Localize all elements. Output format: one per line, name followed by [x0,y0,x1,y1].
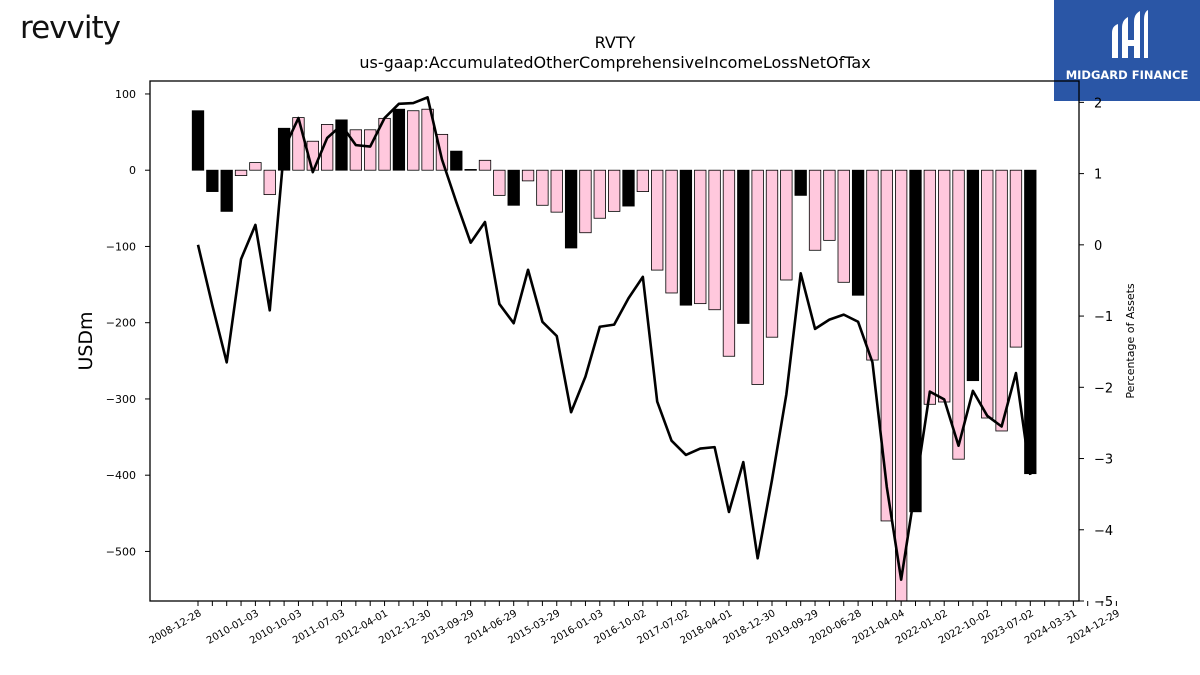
y-tick-label: 0 [129,164,136,177]
bar-annual [206,169,219,192]
bar-quarterly [364,129,377,171]
bar-quarterly [349,129,363,171]
y2-tick-label: 0 [1094,239,1102,254]
bar-annual [679,169,693,306]
bar-annual [564,169,578,249]
bar-quarterly [249,162,262,171]
bar-quarterly [808,169,822,251]
bar-quarterly [579,169,592,234]
percentage-of-assets-line [196,96,1032,581]
y2-tick-label: −1 [1094,310,1113,325]
bar-quarterly [263,169,276,196]
brand-name: MIDGARD FINANCE [1065,68,1189,82]
bar-annual [191,110,205,171]
bar-quarterly [651,169,664,271]
bar-quarterly [923,169,936,405]
bar-annual [507,169,520,206]
bar-quarterly [536,169,549,206]
bar-quarterly [550,169,563,213]
chart-subtitle: us-gaap:AccumulatedOtherComprehensiveInc… [359,53,870,72]
bar-quarterly [694,169,707,305]
bar-annual [851,169,865,296]
bar-quarterly [981,169,994,419]
chart-title: RVTY [595,33,636,52]
bar-quarterly [478,159,492,171]
bar-quarterly [521,169,535,182]
brand-mark-icon [1112,10,1148,58]
bar-quarterly [464,169,477,171]
bar-quarterly [995,169,1008,432]
y-axis-label: USDm [75,311,97,370]
bar-quarterly [866,169,879,361]
y2-tick-label: −2 [1094,381,1113,396]
y-axis: 100 0 −100 −200 −300 −400 −500 [106,88,150,558]
bar-annual [622,169,635,207]
bar-annual [966,169,980,382]
y2-tick-label: 2 [1094,96,1102,111]
y-tick-label: −100 [106,240,136,253]
y2-tick-label: −3 [1094,453,1113,468]
bar-quarterly [938,169,951,403]
y2-tick-label: 1 [1094,168,1102,183]
bar-annual [220,169,233,212]
bar-quarterly [722,169,736,357]
brand-logo: MIDGARD FINANCE [1054,0,1200,101]
bar-quarterly [780,169,793,281]
company-logo: revvity [20,10,121,46]
bar-quarterly [593,169,606,219]
bar-quarterly [708,169,721,311]
y2-tick-label: −4 [1094,524,1113,539]
bar-quarterly [880,169,893,522]
bar-quarterly [608,169,621,212]
y2-axis: 2 1 0 −1 −2 −3 −4 −5 [1079,96,1113,610]
bar-annual [1024,169,1037,475]
y-tick-label: −400 [106,469,136,482]
bar-annual [392,108,406,171]
y-tick-label: −200 [106,317,136,330]
bar-quarterly [837,169,850,283]
bars-layer [191,108,1037,602]
y-tick-label: 100 [115,88,136,101]
bar-annual [335,119,348,171]
bar-quarterly [751,169,764,385]
bar-quarterly [407,110,420,171]
bar-quarterly [421,108,434,171]
bar-quarterly [665,169,678,294]
bar-quarterly [435,133,449,171]
bar-quarterly [765,169,779,338]
x-tick-label: 2008-12-28 [148,608,204,647]
bar-annual [909,169,922,513]
bar-quarterly [952,169,965,460]
bar-annual [794,169,807,196]
bar-quarterly [636,169,649,192]
bar-quarterly [895,169,908,602]
bar-quarterly [823,169,836,241]
bar-annual [450,150,463,171]
x-axis: 2008-12-28 2010-01-032010-10-032011-07-03… [148,601,1122,647]
bar-quarterly [320,124,334,171]
y2-tick-label: −5 [1094,595,1113,610]
bar-quarterly [1009,169,1023,348]
y-tick-label: −500 [106,545,136,558]
bar-quarterly [493,169,506,196]
bar-annual [737,169,750,324]
line-layer [196,96,1032,581]
y2-axis-label: Percentage of Assets [1124,283,1137,399]
bar-quarterly [234,169,248,176]
y-tick-label: −300 [106,393,136,406]
